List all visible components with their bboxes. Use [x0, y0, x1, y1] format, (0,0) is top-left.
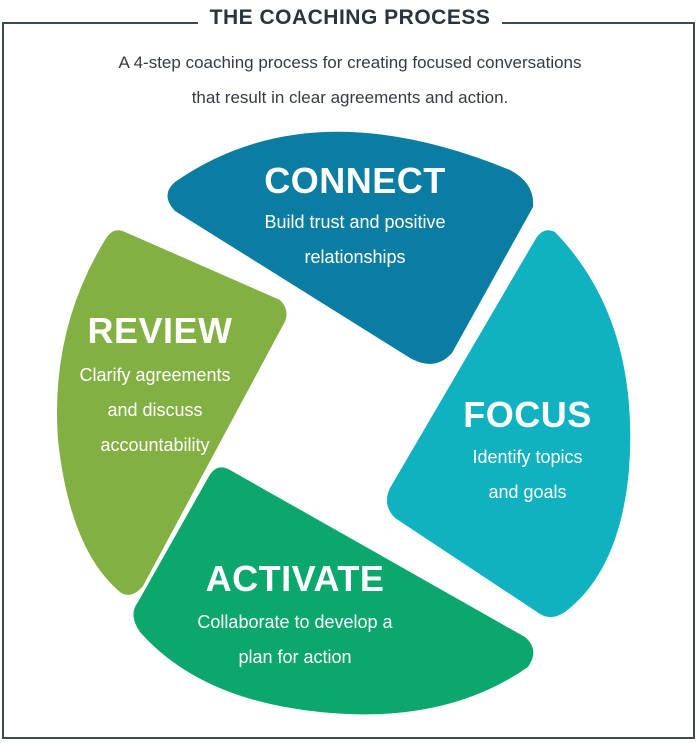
- focus-desc-line-2: and goals: [488, 482, 567, 502]
- focus-heading: FOCUS: [463, 394, 592, 435]
- activate-desc-line-2: plan for action: [238, 647, 352, 667]
- connect-desc-line-2: relationships: [304, 247, 406, 267]
- connect-desc-line-1: Build trust and positive: [264, 212, 446, 232]
- subtitle-line-1: A 4-step coaching process for creating f…: [118, 53, 582, 72]
- title-bar: THE COACHING PROCESS: [0, 6, 700, 30]
- connect-segment: [167, 131, 534, 364]
- review-desc-line-1: Clarify agreements: [79, 365, 231, 385]
- activate-desc-line-1: Collaborate to develop a: [197, 612, 393, 632]
- review-segment: [56, 230, 287, 595]
- subtitle-line-2: that result in clear agreements and acti…: [191, 88, 509, 107]
- review-desc-line-2: and discuss: [107, 400, 203, 420]
- activate-segment: [133, 467, 534, 715]
- review-heading: REVIEW: [87, 310, 233, 351]
- activate-heading: ACTIVATE: [205, 558, 385, 599]
- focus-desc-line-1: Identify topics: [472, 447, 583, 467]
- focus-segment: [386, 230, 631, 617]
- review-desc-line-3: accountability: [100, 435, 210, 455]
- connect-heading: CONNECT: [264, 160, 446, 201]
- diagram-title: THE COACHING PROCESS: [197, 6, 503, 29]
